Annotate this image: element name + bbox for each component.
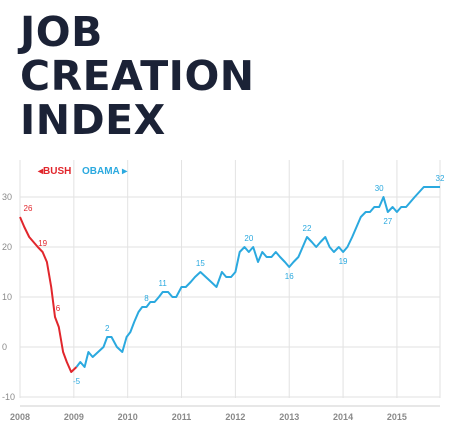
data-label: -5 <box>73 377 81 386</box>
legend-item-obama: OBAMA ▸ <box>82 166 128 177</box>
y-tick-label: 30 <box>2 192 12 202</box>
data-label: 32 <box>436 174 445 183</box>
y-tick-label: 10 <box>2 292 12 302</box>
data-label: 20 <box>244 234 253 243</box>
data-label: 26 <box>24 204 33 213</box>
series-line-bush <box>19 216 78 373</box>
data-label: 27 <box>383 217 392 226</box>
data-label: 6 <box>56 304 61 313</box>
x-tick-label: 2015 <box>387 412 407 422</box>
data-label: 8 <box>144 294 149 303</box>
data-label: 19 <box>339 257 348 266</box>
x-tick-label: 2008 <box>10 412 30 422</box>
title-line-2: CREATION <box>20 52 255 100</box>
y-tick-label: 20 <box>2 242 12 252</box>
data-label: 30 <box>375 184 384 193</box>
data-label: 11 <box>159 279 168 288</box>
data-label: 15 <box>196 259 205 268</box>
title-line-3: INDEX <box>20 96 166 144</box>
data-label: 2 <box>105 324 110 333</box>
x-tick-label: 2011 <box>172 412 192 422</box>
data-label: 16 <box>285 272 294 281</box>
x-tick-label: 2013 <box>279 412 299 422</box>
x-tick-label: 2010 <box>118 412 138 422</box>
title-line-1: JOB <box>20 8 103 56</box>
y-tick-label: 0 <box>2 342 7 352</box>
data-label: 22 <box>303 224 312 233</box>
x-tick-label: 2014 <box>333 412 353 422</box>
x-tick-label: 2012 <box>225 412 245 422</box>
series-line-obama <box>75 186 440 368</box>
y-tick-label: -10 <box>2 392 15 402</box>
x-tick-label: 2009 <box>64 412 84 422</box>
data-label: 19 <box>38 239 47 248</box>
legend-item-bush: ◂BUSH <box>37 166 71 177</box>
